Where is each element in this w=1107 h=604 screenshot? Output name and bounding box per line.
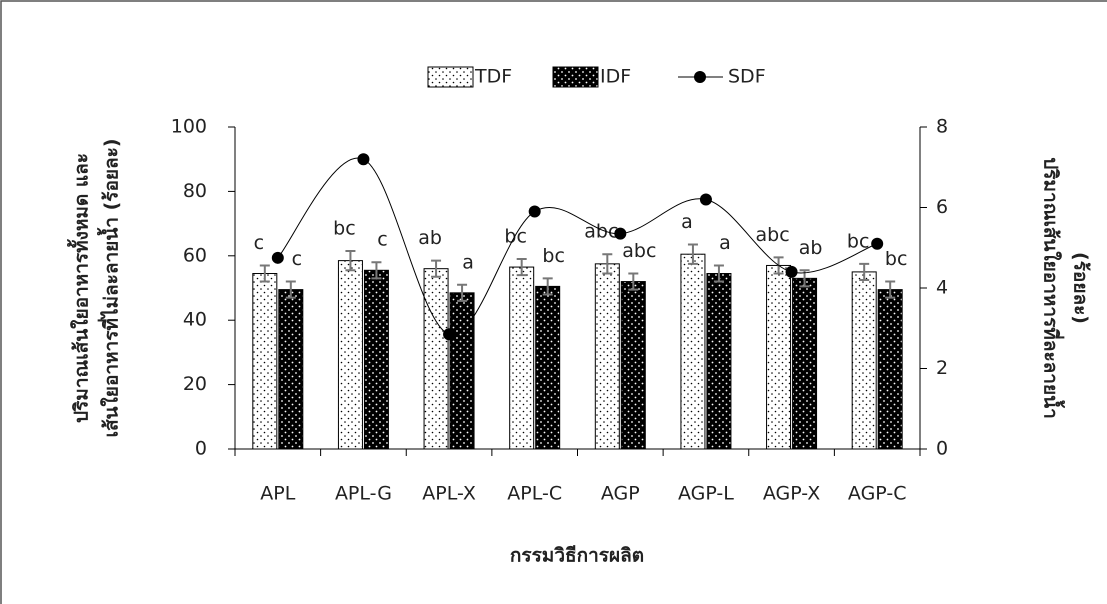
significance-label: c	[254, 232, 264, 254]
bar	[594, 263, 620, 450]
x-tick-label: APL-G	[335, 483, 392, 505]
legend-label: TDF	[474, 66, 512, 88]
legend-swatch	[427, 66, 474, 88]
bar	[363, 269, 389, 450]
sdf-point	[614, 227, 627, 240]
legend-label: IDF	[600, 66, 631, 88]
error-bar	[687, 243, 698, 265]
error-bar	[285, 280, 296, 299]
y2-tick-label: 0	[936, 438, 948, 460]
sdf-point	[271, 251, 284, 264]
y2-axis-title: ปริมาณเส้นใยอาหารที่ละลายน้ำ	[1040, 157, 1066, 419]
sdf-point	[443, 328, 456, 341]
significance-label: bc	[542, 245, 565, 267]
error-bar	[885, 280, 896, 299]
error-bar	[542, 277, 553, 296]
significance-label: ab	[799, 237, 823, 259]
error-bar	[859, 262, 870, 281]
legend-marker	[694, 71, 706, 83]
x-tick-label: AGP	[601, 483, 640, 505]
y-tick-label: 20	[183, 373, 207, 395]
error-bar	[431, 259, 442, 278]
y-tick-label: 60	[183, 244, 207, 266]
bar	[252, 273, 278, 450]
significance-label: c	[377, 229, 387, 251]
bar	[509, 266, 535, 450]
significance-label: bc	[333, 217, 356, 239]
sdf-point	[871, 237, 884, 250]
bar	[851, 271, 877, 450]
error-bar	[713, 264, 724, 283]
error-bar	[345, 249, 356, 272]
sdf-point	[357, 153, 370, 166]
bar	[337, 260, 363, 450]
bar	[423, 268, 449, 450]
significance-label: ab	[418, 227, 442, 249]
y-tick-label: 0	[195, 438, 207, 460]
y2-tick-label: 6	[936, 196, 948, 218]
significance-label: bc	[504, 226, 527, 248]
significance-label: a	[681, 211, 693, 233]
significance-label: abc	[755, 224, 789, 246]
bar	[877, 289, 903, 450]
legend-label: SDF	[728, 66, 766, 88]
bar	[680, 253, 706, 450]
significance-label: abc	[584, 221, 618, 243]
bar	[706, 273, 732, 450]
y-tick-label: 80	[183, 180, 207, 202]
error-bar	[602, 253, 613, 275]
error-bar	[628, 272, 639, 291]
x-tick-label: AGP-L	[678, 483, 734, 505]
error-bar	[516, 258, 527, 277]
x-tick-label: APL-C	[507, 483, 562, 505]
bar	[792, 277, 818, 450]
y2-tick-label: 2	[936, 357, 948, 379]
x-tick-label: AGP-X	[763, 483, 820, 505]
y-axis-title: ปริมาณเส้นใยอาหารทั้งหมด และ	[67, 153, 93, 423]
y2-tick-label: 4	[936, 277, 948, 299]
significance-label: bc	[885, 248, 908, 270]
bar	[535, 285, 561, 450]
bar	[620, 281, 646, 450]
sdf-point	[699, 193, 712, 206]
y2-tick-label: 8	[936, 116, 948, 138]
sdf-point	[528, 205, 541, 218]
y-tick-label: 40	[183, 309, 207, 331]
x-tick-label: AGP-C	[848, 483, 907, 505]
x-tick-label: APL	[260, 483, 295, 505]
bar	[766, 264, 792, 450]
significance-label: c	[292, 248, 302, 270]
legend-swatch	[552, 66, 599, 88]
bar	[449, 292, 475, 450]
error-bar	[371, 261, 382, 280]
y-axis-title: เส้นใยอาหารที่ไม่ละลายน้ำ (ร้อยละ)	[97, 138, 123, 437]
y-tick-label: 100	[171, 116, 207, 138]
error-bar	[259, 264, 270, 283]
error-bar	[457, 283, 468, 302]
significance-label: a	[719, 232, 731, 254]
x-tick-label: APL-X	[422, 483, 476, 505]
significance-label: a	[462, 251, 474, 273]
bar	[278, 289, 304, 450]
significance-label: abc	[622, 240, 656, 262]
y2-axis-title: (ร้อยละ)	[1070, 252, 1092, 324]
significance-label: bc	[847, 230, 870, 252]
sdf-point	[785, 265, 798, 278]
x-axis-title: กรรมวิธีการผลิต	[510, 545, 644, 567]
